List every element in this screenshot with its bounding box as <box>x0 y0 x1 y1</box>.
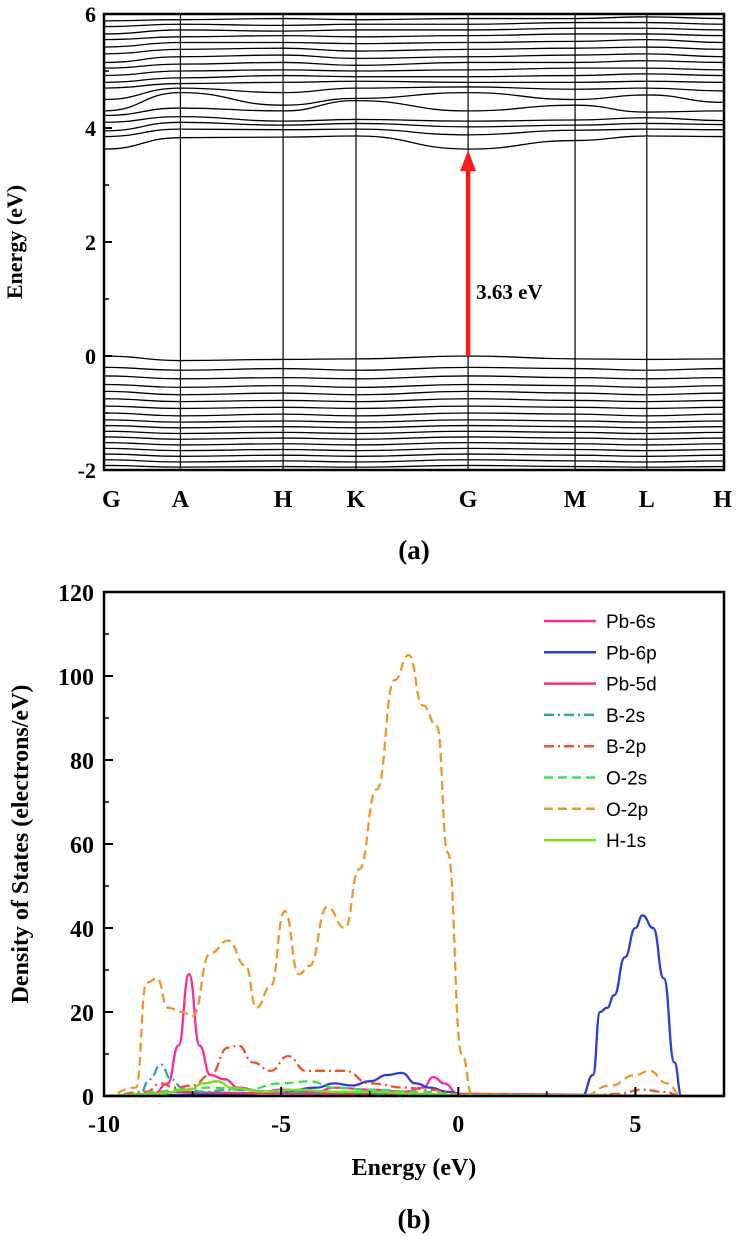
band-line <box>103 135 725 150</box>
k-point-label: H <box>713 487 732 513</box>
y-tick-label: 0 <box>82 1085 94 1111</box>
band-line <box>103 398 725 403</box>
band-line <box>103 441 725 446</box>
dos-y-ticks: 0 20 40 60 80 100 120 <box>58 581 113 1111</box>
legend-label: O-2s <box>606 769 647 790</box>
band-line <box>103 33 725 41</box>
k-point-label: G <box>459 487 478 513</box>
legend-label: Pb-6s <box>606 612 656 633</box>
y-tick-label: 100 <box>58 665 94 691</box>
y-tick-label: 20 <box>70 1001 94 1027</box>
band-line <box>103 53 725 64</box>
band-structure-panel: -2 0 2 4 6 G A H K G M L H 3.63 eV Energy (eV) (a) <box>2 2 732 565</box>
y-tick-label: 120 <box>58 581 94 607</box>
band-y-ticks: -2 0 2 4 6 <box>78 2 112 483</box>
y-tick-label: 6 <box>85 2 96 27</box>
x-tick-label: 0 <box>452 1112 464 1138</box>
legend-label: B-2p <box>606 737 646 758</box>
x-tick-label: -10 <box>88 1112 120 1138</box>
y-tick-label: -2 <box>78 458 96 483</box>
legend-label: B-2s <box>606 706 645 727</box>
gap-arrow-head <box>460 150 477 172</box>
y-tick-label: 80 <box>70 749 94 775</box>
band-gap-label: 3.63 eV <box>476 280 543 304</box>
band-line <box>103 27 725 35</box>
band-line <box>103 424 725 429</box>
band-line <box>103 430 725 435</box>
band-line <box>103 464 725 468</box>
dos-line-o-2p <box>103 653 724 1098</box>
high-symmetry-lines <box>179 14 648 470</box>
band-line <box>103 60 725 69</box>
panel-label-b: (b) <box>398 1204 431 1234</box>
y-tick-label: 0 <box>85 344 96 369</box>
band-line <box>103 46 725 55</box>
k-point-label: M <box>564 487 587 513</box>
dos-x-ticks: -10 -5 0 5 <box>88 1087 641 1138</box>
band-line <box>103 86 725 101</box>
band-line <box>103 459 725 463</box>
band-y-axis-label: Energy (eV) <box>2 185 27 299</box>
y-tick-label: 4 <box>85 116 96 141</box>
k-point-label: L <box>639 487 655 513</box>
x-tick-label: -5 <box>271 1112 291 1138</box>
band-line <box>103 121 725 132</box>
band-line <box>103 99 725 117</box>
k-point-label: K <box>347 487 366 513</box>
legend-label: H-1s <box>606 831 646 852</box>
panel-label-a: (a) <box>398 535 429 565</box>
band-line <box>103 355 725 362</box>
dos-line-pb-6s <box>103 973 725 1098</box>
dos-line-b-2p <box>103 1044 724 1098</box>
band-line <box>103 383 725 389</box>
band-line <box>103 366 725 371</box>
dos-y-axis-label: Density of States (electrons/eV) <box>8 685 34 1004</box>
band-line <box>103 92 725 112</box>
x-tick-label: 5 <box>629 1112 641 1138</box>
band-line <box>103 21 725 28</box>
legend-label: O-2p <box>606 800 648 821</box>
band-line <box>103 447 725 452</box>
k-point-label: A <box>172 487 190 513</box>
band-gap-arrow <box>460 150 477 356</box>
band-line <box>103 436 725 440</box>
legend-label: Pb-5d <box>606 675 657 696</box>
k-point-label: H <box>274 487 293 513</box>
band-line <box>103 419 725 423</box>
band-line <box>103 80 725 89</box>
band-line <box>103 115 725 123</box>
band-line <box>103 38 725 48</box>
band-line <box>103 405 725 410</box>
band-line <box>103 453 725 457</box>
band-line <box>103 375 725 380</box>
y-tick-label: 2 <box>85 230 96 255</box>
band-line <box>103 73 725 84</box>
band-line <box>103 128 725 138</box>
band-lines <box>103 16 725 468</box>
legend-label: Pb-6p <box>606 643 657 664</box>
band-line <box>103 390 725 396</box>
y-tick-label: 40 <box>70 917 94 943</box>
k-point-label: G <box>102 487 121 513</box>
band-line <box>103 67 725 77</box>
dos-legend: Pb-6s Pb-6p Pb-5d B-2s B-2p O-2s O-2p H-1s <box>544 612 657 852</box>
y-tick-label: 60 <box>70 833 94 859</box>
band-line <box>103 16 725 22</box>
dos-panel: 0 20 40 60 80 100 120 -10 -5 0 5 Pb-6s Pb-6p Pb-5d B… <box>8 581 726 1234</box>
dos-line-pb-6p <box>103 914 724 1098</box>
band-line <box>103 412 725 417</box>
dos-x-axis-label: Energy (eV) <box>352 1155 477 1181</box>
